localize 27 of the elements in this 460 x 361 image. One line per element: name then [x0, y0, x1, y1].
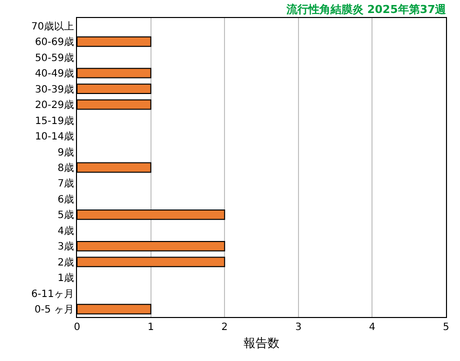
y-tick-label: 8歳: [58, 162, 74, 174]
y-tick-label: 60-69歳: [34, 36, 74, 48]
x-tick-label: 5: [442, 322, 450, 333]
y-tick-label: 40-49歳: [34, 68, 74, 80]
chart-title: 流行性角結膜炎 2025年第37週: [285, 3, 448, 16]
y-tick-label: 20-29歳: [34, 99, 74, 112]
y-tick-label: 15-19歳: [34, 114, 74, 127]
y-tick-label: 3歳: [58, 240, 74, 253]
x-tick-label: 0: [74, 322, 80, 333]
y-tick-label: 30-39歳: [34, 83, 74, 96]
y-tick-label: 4歳: [58, 224, 74, 237]
y-tick-label: 7歳: [58, 178, 74, 190]
y-tick-label: 6歳: [58, 193, 74, 206]
y-tick-label: 10-14歳: [34, 130, 74, 143]
y-tick-label: 5歳: [58, 209, 74, 222]
y-tick-label: 50-59歳: [34, 52, 74, 64]
x-tick-label: 4: [369, 322, 376, 333]
y-tick-label: 1歳: [58, 272, 74, 284]
x-tick-label: 3: [295, 322, 302, 333]
x-tick-label: 1: [148, 322, 154, 333]
y-tick-label: 0-5 ヶ月: [34, 304, 74, 316]
y-tick-label: 2歳: [58, 256, 74, 268]
x-tick-label: 2: [221, 322, 228, 333]
y-tick-label: 9歳: [58, 146, 74, 158]
x-axis-title: 報告数: [244, 336, 280, 350]
y-tick-label: 6-11ヶ月: [31, 288, 74, 300]
y-tick-label: 70歳以上: [31, 20, 74, 32]
